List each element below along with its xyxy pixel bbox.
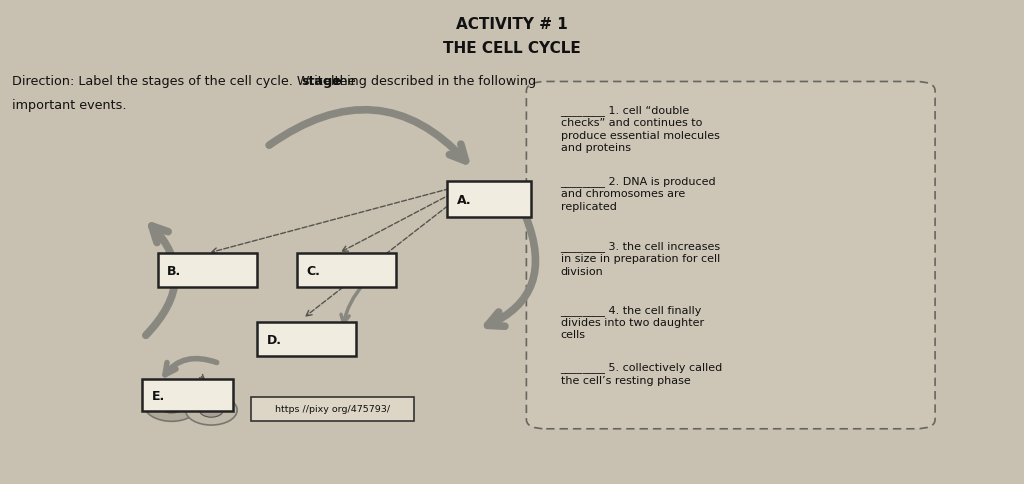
Ellipse shape bbox=[185, 395, 238, 425]
FancyBboxPatch shape bbox=[142, 379, 233, 411]
FancyBboxPatch shape bbox=[158, 254, 257, 287]
Text: Direction: Label the stages of the cell cycle. Write the: Direction: Label the stages of the cell … bbox=[12, 75, 359, 88]
Text: THE CELL CYCLE: THE CELL CYCLE bbox=[443, 41, 581, 56]
Ellipse shape bbox=[143, 388, 200, 422]
Ellipse shape bbox=[200, 403, 223, 417]
Text: ________ 2. DNA is produced
and chromosomes are
replicated: ________ 2. DNA is produced and chromoso… bbox=[560, 176, 716, 211]
Ellipse shape bbox=[158, 396, 185, 413]
FancyBboxPatch shape bbox=[251, 397, 414, 422]
Text: A.: A. bbox=[457, 193, 472, 206]
Text: being described in the following: being described in the following bbox=[327, 75, 536, 88]
Text: ________ 4. the cell finally
divides into two daughter
cells: ________ 4. the cell finally divides int… bbox=[560, 304, 703, 340]
Text: D.: D. bbox=[266, 333, 282, 346]
Text: ________ 3. the cell increases
in size in preparation for cell
division: ________ 3. the cell increases in size i… bbox=[560, 241, 721, 276]
Text: E.: E. bbox=[152, 389, 165, 402]
Text: important events.: important events. bbox=[12, 99, 127, 112]
FancyBboxPatch shape bbox=[447, 182, 530, 217]
Text: B.: B. bbox=[167, 264, 181, 277]
Text: https //pixy org/475793/: https //pixy org/475793/ bbox=[275, 405, 390, 414]
FancyBboxPatch shape bbox=[297, 254, 396, 287]
FancyBboxPatch shape bbox=[526, 82, 935, 429]
Text: C.: C. bbox=[306, 264, 321, 277]
FancyBboxPatch shape bbox=[257, 323, 356, 356]
Text: ACTIVITY # 1: ACTIVITY # 1 bbox=[456, 17, 568, 32]
Text: stage: stage bbox=[301, 75, 341, 88]
Text: ________ 5. collectively called
the cell’s resting phase: ________ 5. collectively called the cell… bbox=[560, 362, 723, 385]
Text: ________ 1. cell “double
checks” and continues to
produce essential molecules
an: ________ 1. cell “double checks” and con… bbox=[560, 105, 720, 152]
